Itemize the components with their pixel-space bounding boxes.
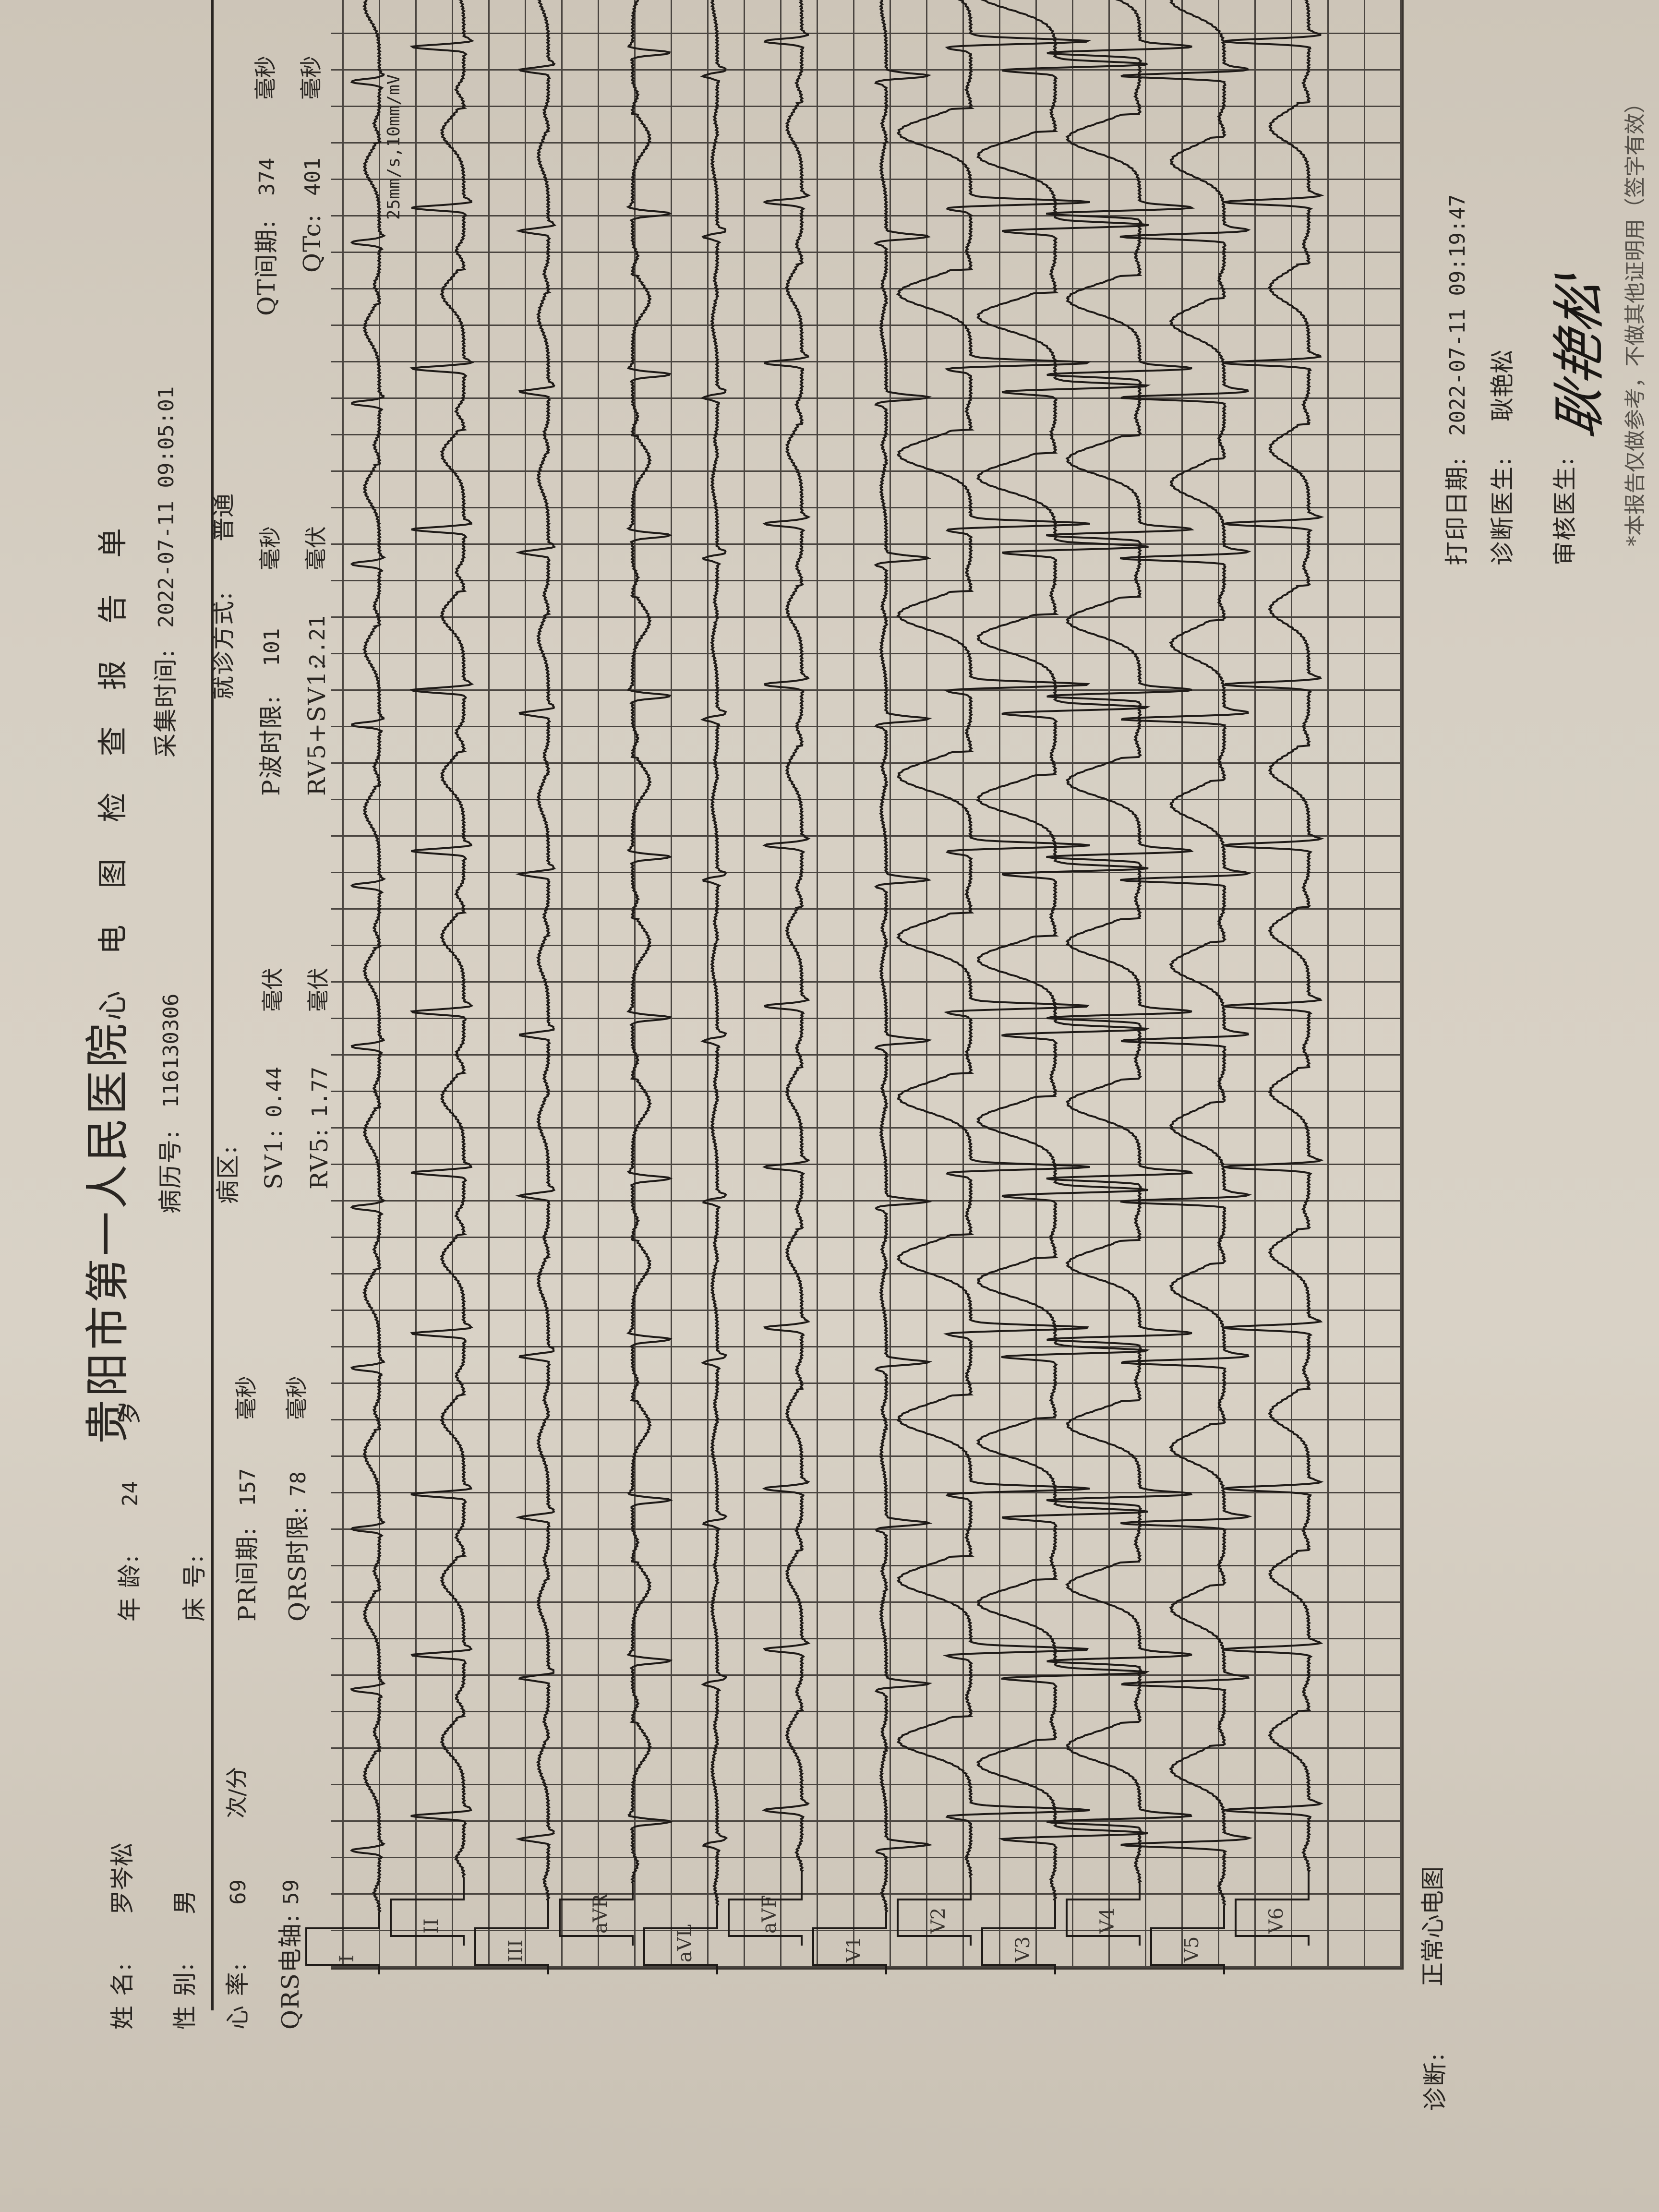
ecg-grid [331, 0, 1404, 1970]
reviewer-signature: 耿艳松 [1549, 272, 1610, 444]
lead-label-avr: aVR [589, 1894, 612, 1934]
lead-label-v2: V2 [927, 1907, 950, 1934]
sv1-value: 0.44 [262, 1067, 287, 1118]
patient-name: 罗岑松 [108, 1842, 136, 1914]
p-duration-label: P波时限: [257, 695, 285, 796]
qrs-duration: 78 [286, 1471, 311, 1497]
visit-label: 就诊方式: [209, 591, 237, 700]
qt-unit: 毫秒 [252, 56, 278, 100]
print-date-label: 打印日期: [1443, 457, 1471, 565]
lead-label-avl: aVL [674, 1924, 696, 1962]
qt-interval: 374 [255, 157, 279, 196]
qrs-duration-label: QRS时限: [284, 1505, 312, 1622]
print-date: 2022-07-11 09:19:47 [1445, 194, 1470, 436]
rv5-sv1-unit: 毫伏 [303, 526, 329, 570]
name-label: 姓 名: [108, 1962, 136, 2030]
age-unit: 岁 [116, 1401, 144, 1425]
heart-rate-label: 心 率: [224, 1962, 252, 2030]
sv1-unit: 毫伏 [260, 968, 286, 1012]
rv5-sv1-label: RV5+SV1: [303, 661, 331, 796]
pr-label: PR间期: [233, 1526, 261, 1622]
report-type: 心 电 图 检 查 报 告 单 [95, 515, 130, 1021]
record-label: 病历号: [156, 1130, 184, 1214]
doctor-label: 诊断医生: [1489, 457, 1516, 565]
qtc-value: 401 [301, 157, 325, 196]
hospital-name: 贵阳市第一人民医院 [82, 1020, 133, 1444]
report-title: 贵阳市第一人民医院心 电 图 检 查 报 告 单 [72, 515, 136, 1444]
p-duration-unit: 毫秒 [257, 526, 283, 570]
age-label: 年 龄: [116, 1554, 144, 1622]
p-duration: 101 [260, 628, 284, 666]
pr-unit: 毫秒 [233, 1376, 259, 1420]
lead-label-i: I [336, 1955, 358, 1962]
ward-label: 病区: [214, 1145, 242, 1204]
patient-sex: 男 [171, 1890, 199, 1914]
record-number: 116130306 [159, 993, 183, 1108]
header-divider [211, 0, 214, 2010]
rv5-sv1-value: 2.21 [305, 615, 330, 666]
reviewer-label: 审核医生: [1551, 457, 1579, 565]
collect-time: 2022-07-11 09:05:01 [154, 386, 179, 628]
lead-label-v5: V5 [1181, 1936, 1203, 1962]
heart-rate: 69 [226, 1879, 251, 1905]
qrs-duration-unit: 毫秒 [284, 1376, 310, 1420]
lead-label-avf: aVF [758, 1895, 781, 1934]
scale-label: 25mm/s,10mm/mV [384, 74, 404, 220]
qrs-axis-label: QRS电轴: [276, 1913, 304, 2030]
visit-type: 普通 [209, 493, 237, 541]
lead-label-v1: V1 [843, 1936, 865, 1962]
bed-label: 床 号: [180, 1554, 208, 1622]
disclaimer-note: *本报告仅做参考，不做其他证明用（签字有效） [1623, 92, 1647, 546]
rv5-unit: 毫伏 [305, 968, 331, 1012]
qtc-unit: 毫秒 [298, 56, 324, 100]
diagnosing-doctor: 耿艳松 [1489, 349, 1516, 421]
qrs-axis: 59 [279, 1879, 303, 1905]
lead-label-v6: V6 [1265, 1907, 1287, 1934]
patient-age: 24 [118, 1481, 143, 1506]
diagnosis-label: 诊断: [1421, 2052, 1449, 2111]
qtc-label: QTc: [298, 213, 326, 273]
heart-rate-unit: 次/分 [224, 1767, 250, 1819]
collect-time-label: 采集时间: [152, 649, 180, 757]
qt-label: QT间期: [252, 219, 280, 316]
rv5-value: 1.77 [308, 1067, 332, 1118]
lead-label-v4: V4 [1096, 1907, 1118, 1934]
lead-label-iii: III [505, 1939, 527, 1962]
rv5-label: RV5: [305, 1128, 333, 1190]
lead-label-ii: II [421, 1918, 443, 1934]
diagnosis-text: 正常心电图 [1419, 1866, 1447, 1986]
sv1-label: SV1: [260, 1128, 288, 1190]
sex-label: 性 别: [171, 1962, 199, 2030]
lead-label-v3: V3 [1012, 1936, 1034, 1962]
pr-interval: 157 [236, 1468, 260, 1506]
